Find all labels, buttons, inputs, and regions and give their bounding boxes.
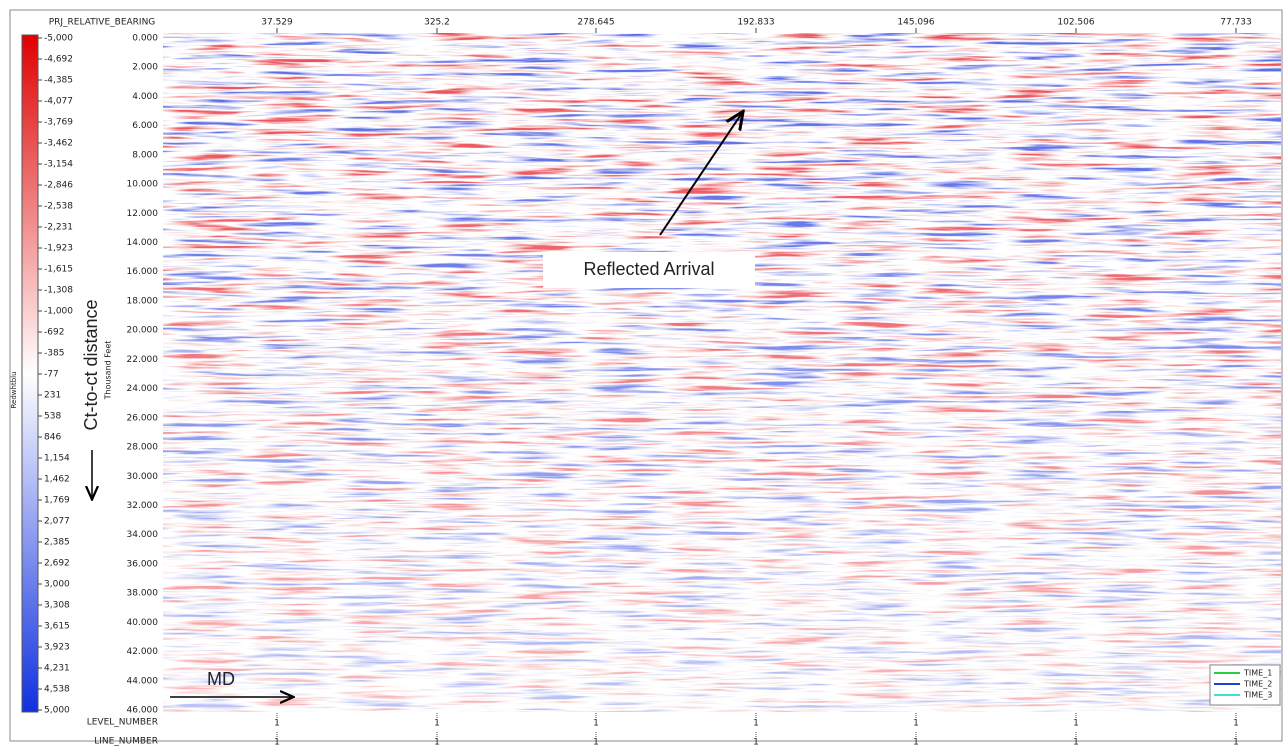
colorbar-label: -3,154 <box>44 160 73 170</box>
depth-label: 44.000 <box>127 676 159 686</box>
depth-label: 18.000 <box>127 296 159 306</box>
depth-label: 16.000 <box>127 267 159 277</box>
depth-label: 28.000 <box>127 443 159 453</box>
colorbar-label: -1,615 <box>44 265 73 275</box>
footer-value: 1 <box>434 738 440 748</box>
depth-label: 2.000 <box>132 63 158 73</box>
depth-label: 0.000 <box>132 34 158 44</box>
depth-label: 4.000 <box>132 92 158 102</box>
depth-label: 36.000 <box>127 559 159 569</box>
depth-label: 42.000 <box>127 647 159 657</box>
colorbar-label: -2,538 <box>44 202 73 212</box>
footer-value: 1 <box>274 738 280 748</box>
colorbar-label: 2,077 <box>44 517 70 527</box>
depth-label: 10.000 <box>127 180 159 190</box>
depth-label: 24.000 <box>127 384 159 394</box>
colorbar-title: Redwhtblu <box>10 371 18 408</box>
colorbar-label: -3,462 <box>44 139 73 149</box>
footer-title: LEVEL_NUMBER <box>87 718 158 728</box>
depth-label: 6.000 <box>132 121 158 131</box>
footer-value: 1 <box>593 719 599 729</box>
header-value: 77.733 <box>1220 18 1252 28</box>
colorbar-label: 3,308 <box>44 601 70 611</box>
colorbar-label: -2,231 <box>44 223 73 233</box>
footer-value: 1 <box>1073 719 1079 729</box>
footer-title: LINE_NUMBER <box>94 737 158 747</box>
reflected-arrow <box>659 113 742 236</box>
colorbar-label: 3,923 <box>44 643 70 653</box>
colorbar-label: -692 <box>44 328 64 338</box>
legend-label: TIME_3 <box>1243 691 1272 700</box>
colorbar-label: 4,538 <box>44 685 70 695</box>
depth-label: 12.000 <box>127 209 159 219</box>
side-label: Ct-to-ct distance <box>81 299 101 430</box>
depth-label: 26.000 <box>127 413 159 423</box>
depth-label: 30.000 <box>127 472 159 482</box>
colorbar-label: -5,000 <box>44 34 73 44</box>
colorbar <box>21 34 39 713</box>
colorbar-label: -385 <box>44 349 64 359</box>
colorbar-label: -77 <box>44 370 59 380</box>
depth-label: 20.000 <box>127 326 159 336</box>
colorbar-label: 4,231 <box>44 664 70 674</box>
footer-value: 1 <box>913 719 919 729</box>
header-value: 278.645 <box>577 18 614 28</box>
footer-value: 1 <box>753 738 759 748</box>
reflected-box <box>543 252 755 288</box>
colorbar-label: -1,000 <box>44 307 73 317</box>
depth-label: 32.000 <box>127 501 159 511</box>
colorbar-label: -4,385 <box>44 76 73 86</box>
depth-label: 40.000 <box>127 618 159 628</box>
colorbar-label: 5,000 <box>44 706 70 716</box>
colorbar-label: 1,769 <box>44 496 70 506</box>
colorbar-label: 2,692 <box>44 559 70 569</box>
footer-value: 1 <box>1233 738 1239 748</box>
colorbar-label: -2,846 <box>44 181 73 191</box>
colorbar-label: 2,385 <box>44 538 70 548</box>
colorbar-label: 1,462 <box>44 475 70 485</box>
depth-label: 46.000 <box>127 706 159 716</box>
header-value: 192.833 <box>737 18 774 28</box>
colorbar-label: -4,692 <box>44 55 73 65</box>
footer-value: 1 <box>913 738 919 748</box>
colorbar-label: -4,077 <box>44 97 73 107</box>
legend-label: TIME_1 <box>1243 669 1272 678</box>
colorbar-label: 3,615 <box>44 622 70 632</box>
colorbar-label: -3,769 <box>44 118 73 128</box>
depth-axis-title: Thousand Feet <box>104 341 113 401</box>
legend: TIME_1 TIME_2 TIME_3 <box>1214 669 1272 700</box>
reflected-label: Reflected Arrival <box>583 259 714 279</box>
depth-label: 8.000 <box>132 150 158 160</box>
colorbar-label: -1,308 <box>44 286 73 296</box>
footer-value: 1 <box>274 719 280 729</box>
colorbar-label: 538 <box>44 412 61 422</box>
depth-label: 14.000 <box>127 238 159 248</box>
colorbar-label: 231 <box>44 391 61 401</box>
depth-label: 38.000 <box>127 589 159 599</box>
footer-value: 1 <box>1073 738 1079 748</box>
footer-value: 1 <box>434 719 440 729</box>
image-fade <box>163 33 1281 712</box>
colorbar-label: 1,154 <box>44 454 70 464</box>
footer-value: 1 <box>1233 719 1239 729</box>
depth-label: 34.000 <box>127 530 159 540</box>
md-label: MD <box>207 669 235 689</box>
header-value: 37.529 <box>261 18 293 28</box>
header-value: 145.096 <box>897 18 934 28</box>
legend-label: TIME_2 <box>1243 680 1272 689</box>
footer-value: 1 <box>753 719 759 729</box>
header-value: 325.2 <box>424 18 450 28</box>
depth-label: 22.000 <box>127 355 159 365</box>
header-value: 102.506 <box>1057 18 1094 28</box>
colorbar-label: 846 <box>44 433 61 443</box>
footer-value: 1 <box>593 738 599 748</box>
header-title: PRJ_RELATIVE_BEARING <box>49 18 156 28</box>
colorbar-label: -1,923 <box>44 244 73 254</box>
colorbar-label: 3,000 <box>44 580 70 590</box>
